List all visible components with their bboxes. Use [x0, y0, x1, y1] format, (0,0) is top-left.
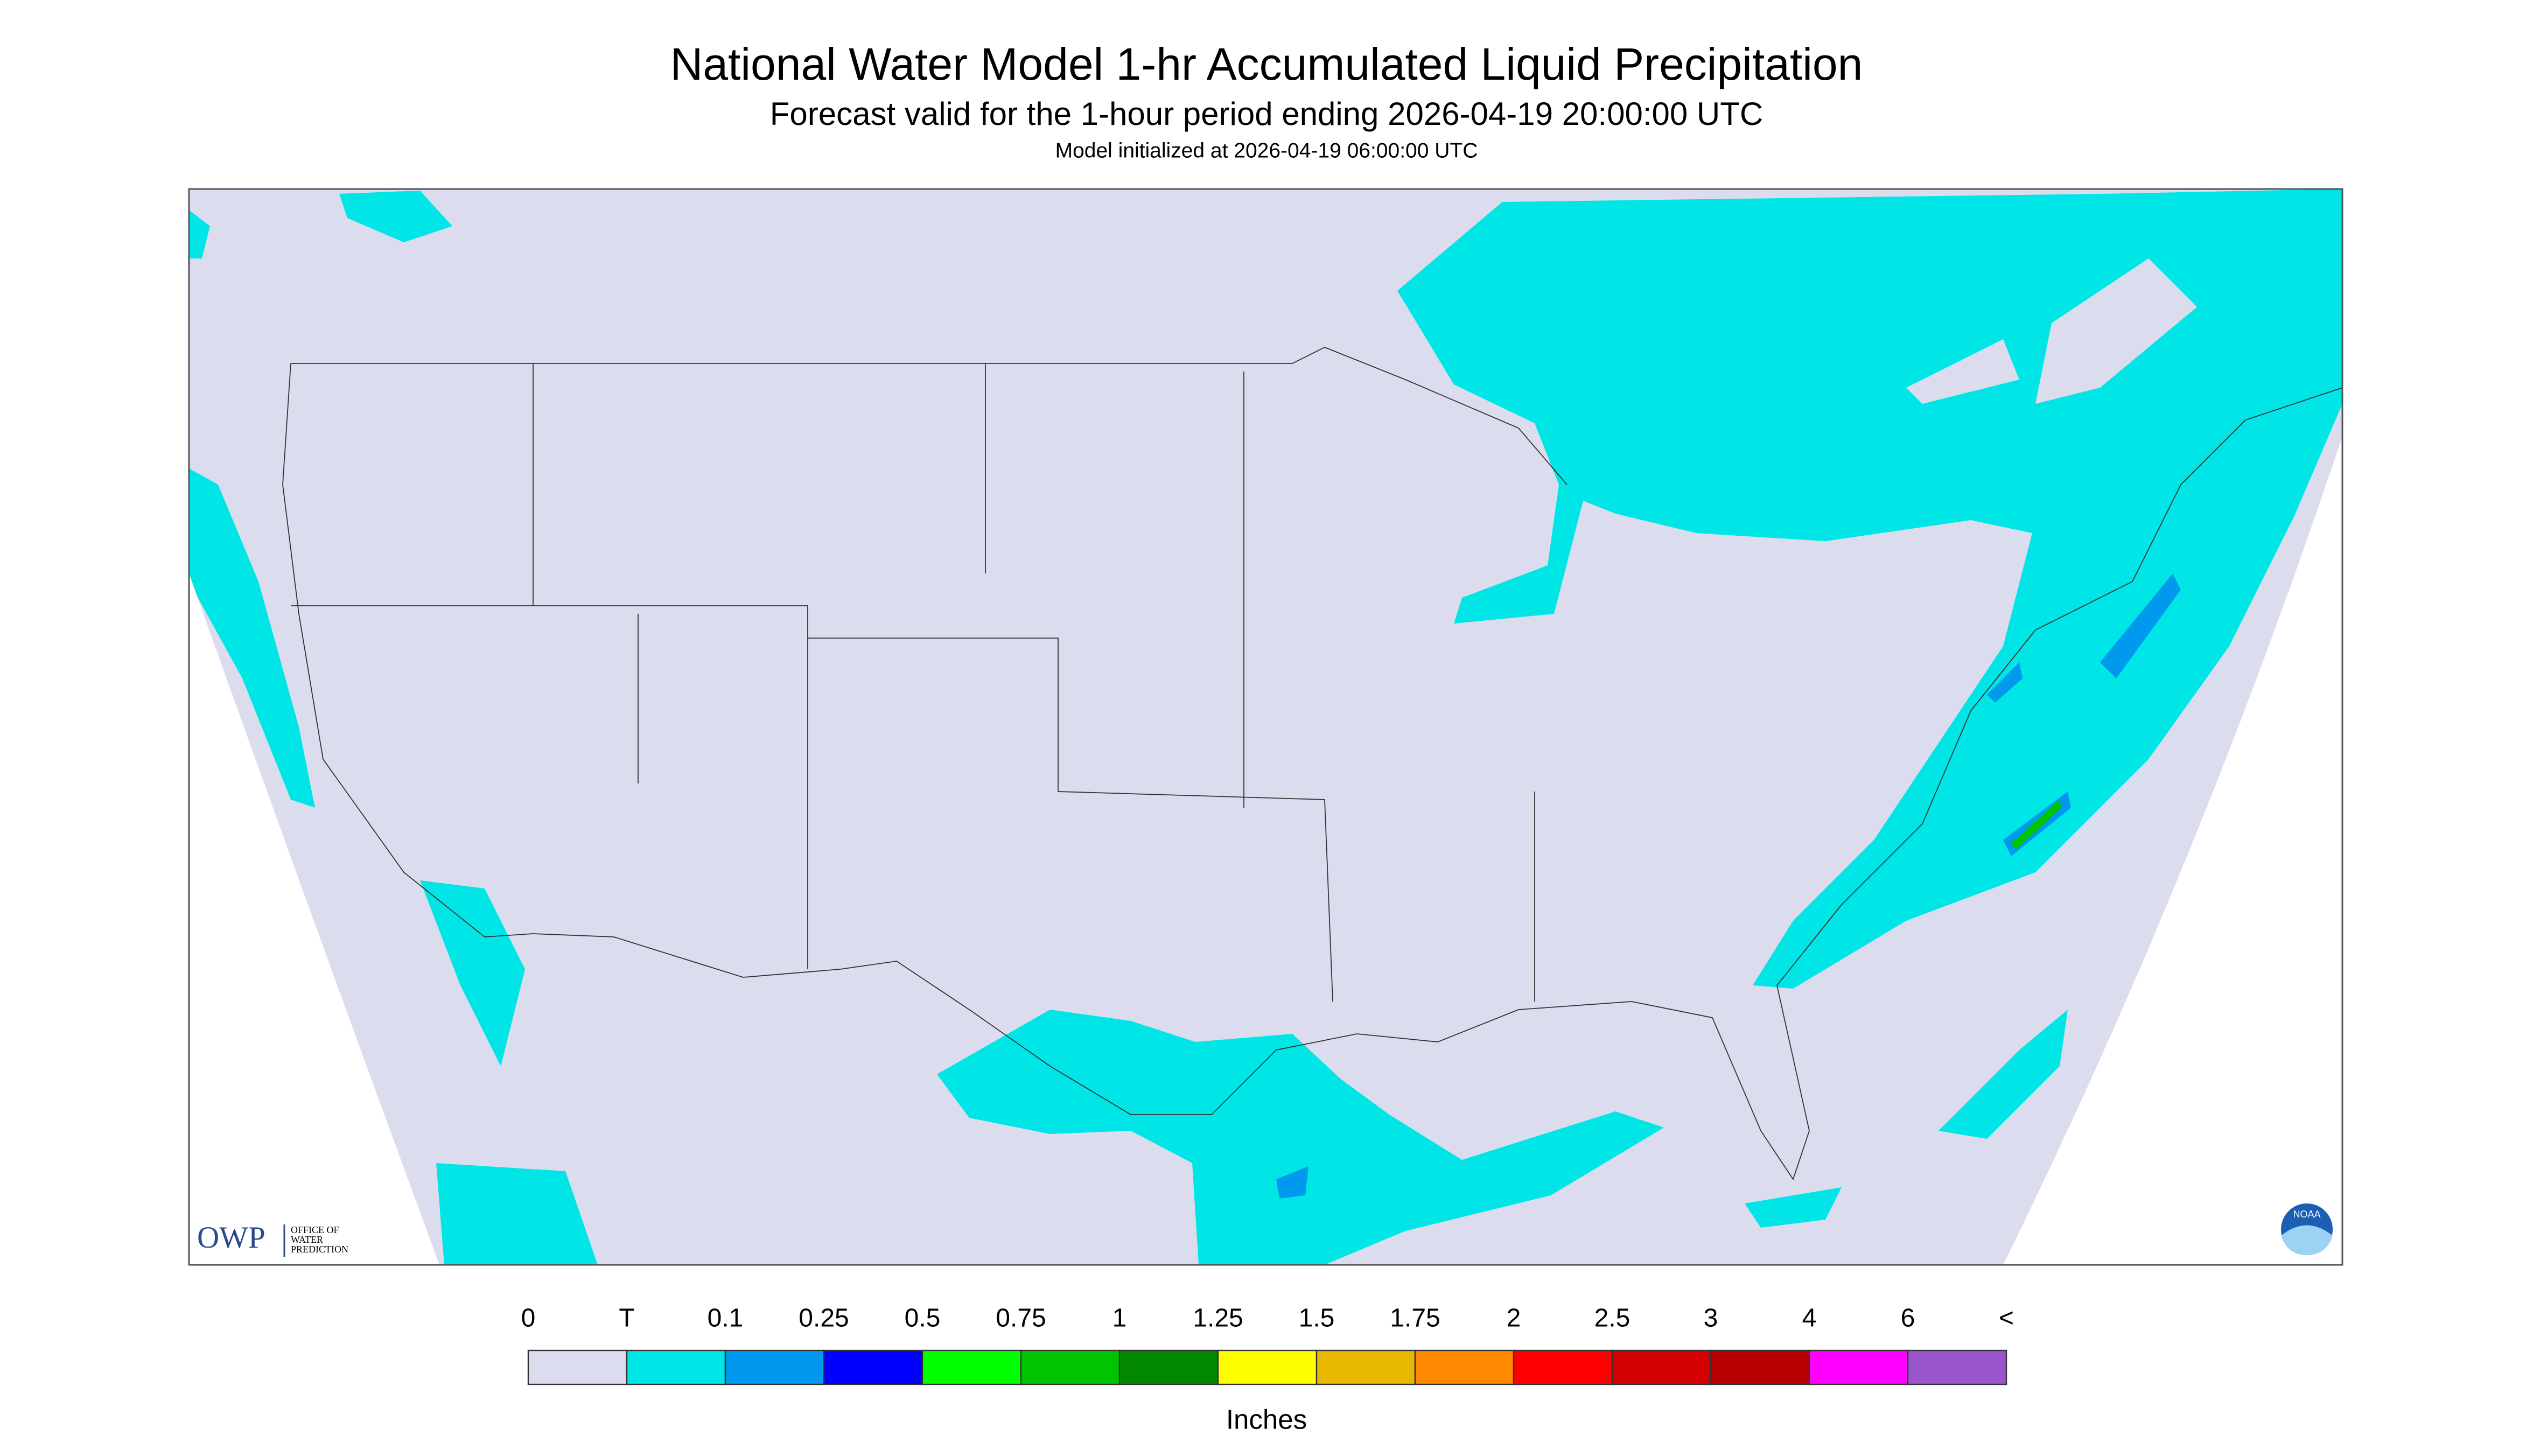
legend-label: 2 — [1507, 1304, 1521, 1333]
legend-swatch — [1414, 1349, 1515, 1385]
legend-swatch — [1710, 1349, 1810, 1385]
legend-label: T — [619, 1304, 634, 1333]
legend-label: 0.1 — [708, 1304, 744, 1333]
legend-swatch — [626, 1349, 726, 1385]
legend-label: 0.5 — [905, 1304, 941, 1333]
legend-label: 1.25 — [1193, 1304, 1243, 1333]
owp-office: PREDICTION — [291, 1244, 348, 1255]
legend-swatch — [1611, 1349, 1712, 1385]
map: OWP OFFICE OF WATER PREDICTION NOAA — [188, 188, 2343, 1266]
legend-label: 3 — [1704, 1304, 1718, 1333]
legend-unit: Inches — [1226, 1404, 1307, 1434]
legend-swatch — [724, 1349, 825, 1385]
legend-swatch — [823, 1349, 923, 1385]
legend-label: 6 — [1901, 1304, 1915, 1333]
map-frame — [188, 188, 2343, 1266]
boundary-line — [282, 347, 2343, 1181]
legend-swatch — [1118, 1349, 1219, 1385]
legend-swatch — [1808, 1349, 1909, 1385]
owp-office: WATER — [291, 1234, 323, 1245]
legend: 0 T 0.1 0.25 0.5 0.75 1 1.25 1.5 1.75 2 2.5 3 4 6 < — [521, 1304, 2014, 1385]
moderate-precip — [2011, 800, 2061, 850]
legend-label: 1 — [1112, 1304, 1127, 1333]
legend-swatch — [1316, 1349, 1416, 1385]
legend-swatch — [1513, 1349, 1613, 1385]
init-note: Model initialized at 2026-04-19 06:00:00… — [1055, 139, 1478, 162]
subtitle: Forecast valid for the 1-hour period end… — [770, 96, 1763, 132]
legend-label: 1.5 — [1299, 1304, 1335, 1333]
noaa-wave — [2281, 1225, 2333, 1256]
legend-label: 0.25 — [799, 1304, 849, 1333]
legend-label: 0.75 — [996, 1304, 1046, 1333]
legend-swatch — [1907, 1349, 2007, 1385]
legend-swatch — [1020, 1349, 1121, 1385]
owp-office: OFFICE OF — [291, 1224, 339, 1235]
legend-swatch — [527, 1349, 628, 1385]
precip-area — [937, 1010, 1664, 1265]
outside-projection — [189, 436, 2342, 1265]
legend-label: 4 — [1802, 1304, 1817, 1333]
legend-label: 2.5 — [1594, 1304, 1631, 1333]
precip-area — [1397, 189, 2342, 989]
title: National Water Model 1-hr Accumulated Li… — [670, 39, 1863, 89]
legend-label: 0 — [521, 1304, 536, 1333]
noaa-text: NOAA — [2293, 1209, 2320, 1220]
legend-label: 1.75 — [1390, 1304, 1440, 1333]
legend-swatch — [1217, 1349, 1318, 1385]
legend-swatch — [921, 1349, 1022, 1385]
owp-logo: OWP — [197, 1221, 265, 1255]
legend-label: < — [1999, 1304, 2014, 1333]
precip-area — [189, 191, 452, 808]
